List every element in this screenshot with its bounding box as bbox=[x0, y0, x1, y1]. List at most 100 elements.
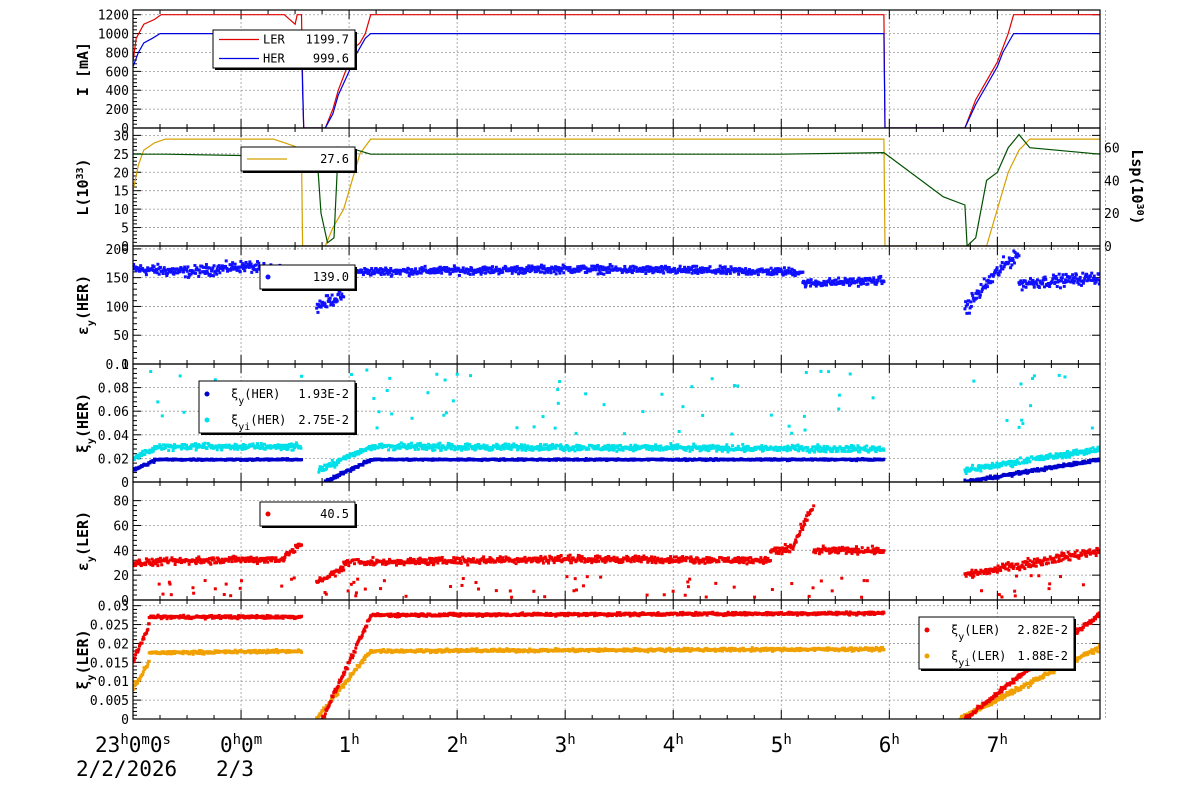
data-point-xi_her bbox=[356, 465, 360, 469]
data-point-xi_her_i bbox=[1021, 422, 1025, 426]
data-point-xi_her_i bbox=[296, 444, 300, 448]
data-point-xi_her_i bbox=[997, 465, 1001, 469]
data-point-emittance_her bbox=[241, 266, 245, 270]
data-point-emittance_her bbox=[968, 306, 972, 310]
data-point-xi_her_i bbox=[1022, 461, 1026, 465]
data-point-emittance_her bbox=[661, 268, 665, 272]
data-point-emittance_her bbox=[875, 281, 879, 285]
data-point-xi_her bbox=[1019, 472, 1023, 476]
data-point-emittance_her bbox=[670, 269, 674, 273]
data-point-xi_her_i bbox=[337, 460, 341, 464]
data-point-emittance_her bbox=[497, 272, 501, 276]
data-point-xi_her_i bbox=[1057, 373, 1061, 377]
data-point-xi_her_i bbox=[1091, 446, 1095, 450]
data-point-emittance_her bbox=[630, 268, 634, 272]
data-point-xi_her_i bbox=[735, 448, 739, 452]
data-point-emittance_ler bbox=[222, 593, 226, 597]
data-point-emittance_her bbox=[1041, 281, 1045, 285]
data-point-emittance_her bbox=[484, 271, 488, 275]
data-point-emittance_her bbox=[158, 265, 162, 269]
data-point-emittance_her bbox=[241, 262, 245, 266]
data-point-emittance_her bbox=[597, 268, 601, 272]
data-point-emittance_her bbox=[1097, 272, 1100, 276]
data-point-xi_her_i bbox=[601, 446, 605, 450]
data-point-xi_her_i bbox=[1008, 461, 1012, 465]
data-point-xi_her_i bbox=[143, 448, 147, 452]
data-point-xi_her_i bbox=[507, 447, 511, 451]
data-point-emittance_ler bbox=[249, 555, 253, 559]
data-point-emittance_her bbox=[591, 268, 595, 272]
data-point-emittance_her bbox=[725, 272, 729, 276]
panel-emittance_her: 0 50 100 150 200 εy(HER) 139.0 bbox=[74, 243, 1106, 373]
y-tick-label: 200 bbox=[106, 103, 129, 118]
data-point-xi_her_i bbox=[1090, 426, 1094, 430]
data-point-emittance_her bbox=[690, 271, 694, 275]
data-point-xi_her_i bbox=[835, 446, 839, 450]
data-point-emittance_ler bbox=[167, 559, 171, 563]
data-point-emittance_her bbox=[1019, 279, 1023, 283]
data-point-xi_her_i bbox=[448, 442, 452, 446]
data-point-emittance_ler bbox=[252, 560, 256, 564]
data-point-emittance_her bbox=[206, 271, 210, 275]
data-point-xi_her_i bbox=[391, 444, 395, 448]
data-point-emittance_her bbox=[1044, 277, 1048, 281]
data-point-emittance_her bbox=[328, 299, 332, 303]
data-point-emittance_her bbox=[411, 272, 415, 276]
data-point-xi_her_i bbox=[523, 443, 527, 447]
data-point-emittance_her bbox=[728, 271, 732, 275]
data-point-emittance_her bbox=[419, 267, 423, 271]
y-axis-label: I [mA] bbox=[74, 42, 92, 96]
data-point-xi_her_i bbox=[407, 443, 411, 447]
data-point-xi_her_i bbox=[715, 449, 719, 453]
data-point-xi_her_i bbox=[659, 444, 663, 448]
data-point-xi_her_i bbox=[619, 444, 623, 448]
data-point-emittance_her bbox=[461, 266, 465, 270]
data-point-xi_her_i bbox=[1095, 447, 1099, 451]
data-point-emittance_her bbox=[319, 305, 323, 309]
data-point-xi_her_i bbox=[294, 441, 298, 445]
data-point-emittance_her bbox=[208, 266, 212, 270]
data-point-emittance_her bbox=[1072, 279, 1076, 283]
data-point-emittance_her bbox=[233, 262, 237, 266]
data-point-emittance_her bbox=[576, 266, 580, 270]
data-point-emittance_her bbox=[991, 280, 995, 284]
data-point-emittance_her bbox=[1070, 278, 1074, 282]
data-point-emittance_her bbox=[189, 272, 193, 276]
data-point-emittance_her bbox=[457, 273, 461, 277]
data-point-xi_her_i bbox=[291, 448, 295, 452]
data-point-emittance_her bbox=[665, 268, 669, 272]
series-line-series-0 bbox=[133, 138, 1100, 246]
data-point-emittance_her bbox=[238, 270, 242, 274]
data-point-xi_her_i bbox=[432, 443, 436, 447]
data-point-emittance_her bbox=[468, 272, 472, 276]
data-point-emittance_ler bbox=[223, 559, 227, 563]
data-point-emittance_ler bbox=[167, 580, 171, 584]
data-point-emittance_her bbox=[1085, 272, 1089, 276]
data-point-emittance_ler bbox=[206, 559, 210, 563]
legend: LER 1199.7 HER 999.6 bbox=[212, 29, 357, 70]
data-point-emittance_ler bbox=[155, 560, 159, 564]
data-point-xi_her_i bbox=[822, 444, 826, 448]
data-point-emittance_her bbox=[987, 281, 991, 285]
data-point-xi_her_i bbox=[802, 447, 806, 451]
data-point-emittance_her bbox=[802, 280, 806, 284]
panel-current: 0 200 400 600 800 1000 1200 I [mA] LER 1199.7 HER 9… bbox=[74, 9, 1106, 137]
data-point-xi_her_i bbox=[284, 445, 288, 449]
data-point-emittance_her bbox=[974, 291, 978, 295]
data-point-xi_her_i bbox=[444, 411, 448, 415]
legend: ξy(HER) 1.93E-2 ξyi(HER) 2.75E-2 bbox=[198, 380, 357, 435]
data-point-emittance_her bbox=[211, 274, 215, 278]
data-point-xi_her_i bbox=[224, 443, 228, 447]
y-tick-label: 0 bbox=[121, 476, 129, 491]
data-point-emittance_her bbox=[1080, 279, 1084, 283]
data-point-xi_her_i bbox=[1088, 447, 1092, 451]
data-point-emittance_ler bbox=[139, 564, 143, 568]
data-point-xi_her_i bbox=[194, 448, 198, 452]
data-point-xi_her_i bbox=[633, 443, 637, 447]
data-point-emittance_her bbox=[707, 266, 711, 270]
data-point-xi_her_i bbox=[656, 447, 660, 451]
data-point-emittance_her bbox=[525, 269, 529, 273]
data-point-xi_her_i bbox=[426, 391, 430, 395]
data-point-emittance_her bbox=[989, 281, 993, 285]
data-point-xi_her_i bbox=[815, 446, 819, 450]
